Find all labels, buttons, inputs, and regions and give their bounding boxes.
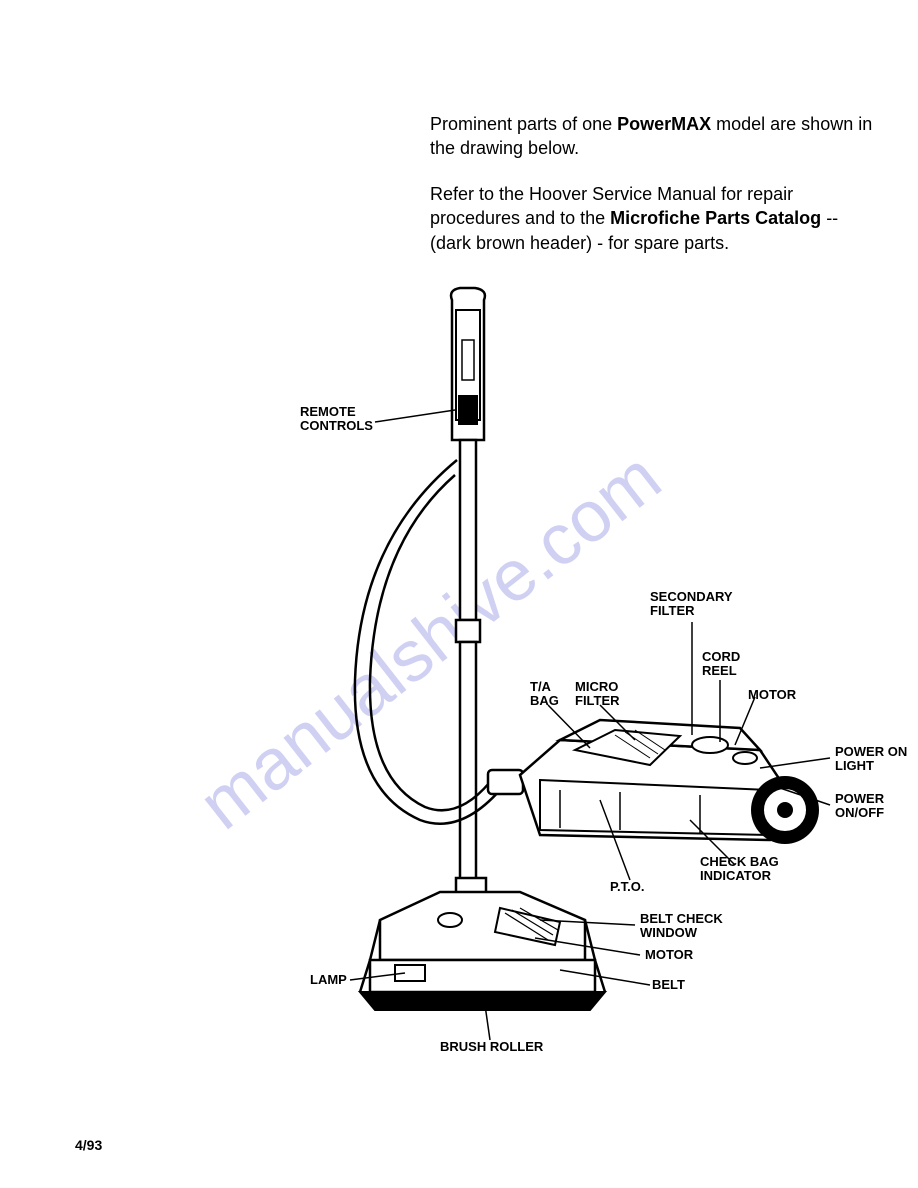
p1-text-a: Prominent parts of one [430, 114, 617, 134]
lower-tube [460, 642, 476, 882]
label-belt-check: BELT CHECK WINDOW [640, 912, 723, 941]
label-lamp: LAMP [310, 973, 347, 987]
label-power-on-light: POWER ON LIGHT [835, 745, 907, 774]
label-motor-top: MOTOR [748, 688, 796, 702]
label-brush-roller: BRUSH ROLLER [440, 1040, 543, 1054]
tube-coupling [456, 620, 480, 642]
label-remote-controls: REMOTE CONTROLS [300, 405, 373, 434]
label-micro-filter: MICRO FILTER [575, 680, 620, 709]
p1-bold: PowerMAX [617, 114, 711, 134]
handle-group [451, 288, 485, 440]
canister-group [520, 720, 819, 844]
label-ta-bag: T/A BAG [530, 680, 559, 709]
label-pto: P.T.O. [610, 880, 644, 894]
label-belt: BELT [652, 978, 685, 992]
label-check-bag: CHECK BAG INDICATOR [700, 855, 779, 884]
label-motor-bottom: MOTOR [645, 948, 693, 962]
p2-bold: Microfiche Parts Catalog [610, 208, 821, 228]
label-power-onoff: POWER ON/OFF [835, 792, 884, 821]
paragraph-2: Refer to the Hoover Service Manual for r… [430, 182, 880, 255]
hose-group [355, 460, 523, 824]
page-footer: 4/93 [75, 1137, 102, 1153]
upper-tube [460, 440, 476, 620]
paragraph-1: Prominent parts of one PowerMAX model ar… [430, 112, 880, 161]
vacuum-diagram: REMOTE CONTROLS SECONDARY FILTER CORD RE… [0, 280, 918, 1100]
label-cord-reel: CORD REEL [702, 650, 740, 679]
label-secondary-filter: SECONDARY FILTER [650, 590, 733, 619]
